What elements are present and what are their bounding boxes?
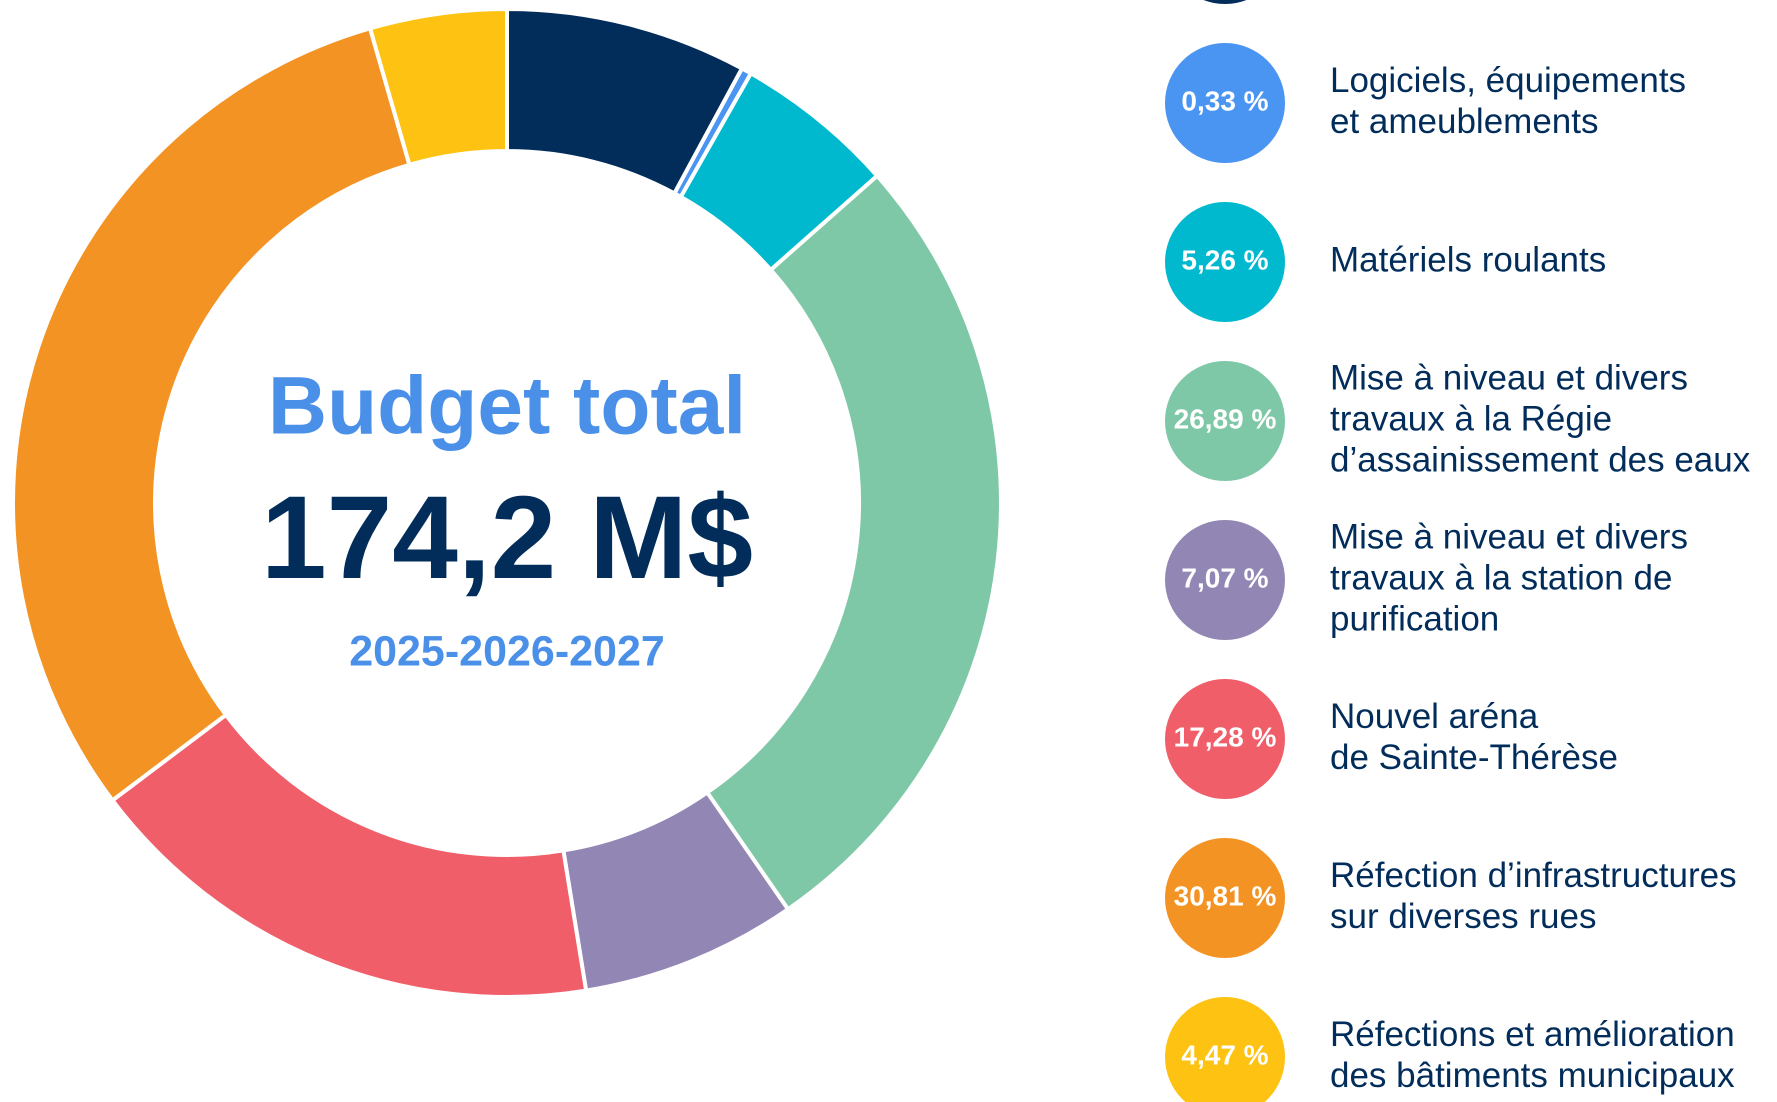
legend-label: Matériels roulants — [1330, 240, 1606, 279]
legend-label: d’assainissement des eaux — [1330, 440, 1751, 479]
legend-value-label: 30,81 % — [1174, 880, 1277, 911]
center-title: Budget total — [268, 361, 746, 452]
legend-label: des bâtiments municipaux — [1330, 1056, 1735, 1095]
legend-swatch — [1165, 997, 1285, 1102]
center-subtitle: 2025-2026-2027 — [349, 627, 665, 675]
donut-slice — [367, 6, 509, 168]
legend-value-label: 0,33 % — [1181, 85, 1268, 116]
legend-swatch — [1165, 43, 1285, 163]
donut-slice — [11, 25, 412, 804]
legend-label: Nouvel aréna — [1330, 697, 1539, 736]
legend-value-label: 5,26 % — [1181, 244, 1268, 275]
legend-label: Mise à niveau et divers — [1330, 517, 1688, 556]
legend-swatch — [1165, 202, 1285, 322]
legend-swatch — [1165, 361, 1285, 481]
legend-label: Réfection d’infrastructures — [1330, 856, 1737, 895]
legend-label: Logiciels, équipements — [1330, 61, 1686, 100]
legend-label: Mise à niveau et divers — [1330, 358, 1688, 397]
legend-value-label: 17,28 % — [1174, 721, 1277, 752]
legend-label: de Sainte-Thérèse — [1330, 738, 1618, 777]
legend-value-label: 7,07 % — [1181, 562, 1268, 593]
donut-slice — [704, 173, 1003, 913]
legend-value-label: 26,89 % — [1174, 403, 1277, 434]
donut-slice — [109, 712, 589, 999]
legend-label: et ameublements — [1330, 102, 1598, 141]
legend-swatch — [1165, 679, 1285, 799]
legend-label: travaux à la station de — [1330, 558, 1672, 597]
center-value: 174,2 M$ — [261, 472, 753, 604]
legend-swatch — [1165, 838, 1285, 958]
legend-swatch — [1165, 520, 1285, 640]
legend-value-label: 4,47 % — [1181, 1039, 1268, 1070]
legend-swatch — [1203, 0, 1247, 4]
legend-label: Réfections et amélioration — [1330, 1015, 1735, 1054]
legend-label: travaux à la Régie — [1330, 399, 1612, 438]
legend-label: purification — [1330, 599, 1499, 638]
legend-label: sur diverses rues — [1330, 897, 1596, 936]
